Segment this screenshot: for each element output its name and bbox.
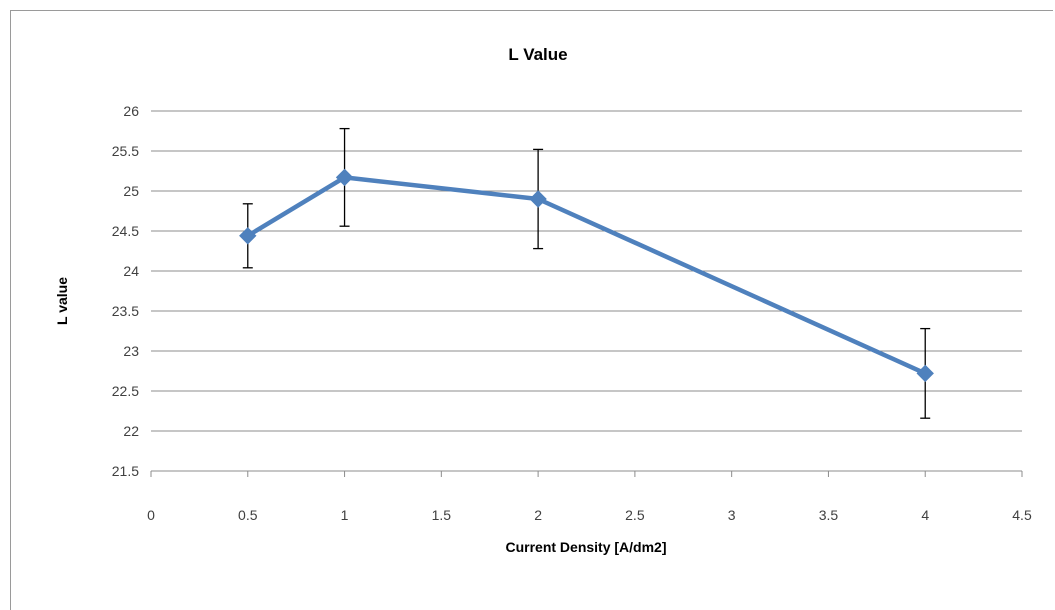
y-tick-label: 23 [123,343,139,359]
x-tick-label: 3 [728,507,736,523]
x-tick-label: 0 [147,507,155,523]
chart-title: L Value [508,45,567,64]
y-tick-label: 24 [123,263,139,279]
axes [150,470,1023,477]
x-tick-label: 4 [921,507,929,523]
y-axis-title: L value [54,277,70,325]
y-tick-label: 25.5 [112,143,139,159]
x-tick-label: 1.5 [432,507,452,523]
chart-area: L Value 21.5 22 22.5 23 23.5 24 24.5 25 25.5 26 0 0… [10,10,1053,610]
data-point-marker [529,190,547,208]
x-tick-label: 2 [534,507,542,523]
x-tick-label: 0.5 [238,507,258,523]
gridlines [151,110,1022,432]
x-tick-label: 1 [341,507,349,523]
series-polyline [245,175,928,376]
y-tick-label: 23.5 [112,303,139,319]
data-point-marker [335,168,354,187]
y-tick-label: 22 [123,423,139,439]
x-tick-label: 4.5 [1012,507,1032,523]
y-tick-label: 26 [123,103,139,119]
x-axis-title: Current Density [A/dm2] [505,539,666,555]
y-tick-label: 24.5 [112,223,139,239]
y-tick-label: 25 [123,183,139,199]
y-tick-label: 21.5 [112,463,139,479]
y-tick-label: 22.5 [112,383,139,399]
data-point-marker [916,364,934,383]
data-markers [239,168,934,383]
x-tick-label: 2.5 [625,507,645,523]
x-tick-label: 3.5 [819,507,839,523]
series-line [245,175,928,376]
data-point-marker [239,227,257,245]
